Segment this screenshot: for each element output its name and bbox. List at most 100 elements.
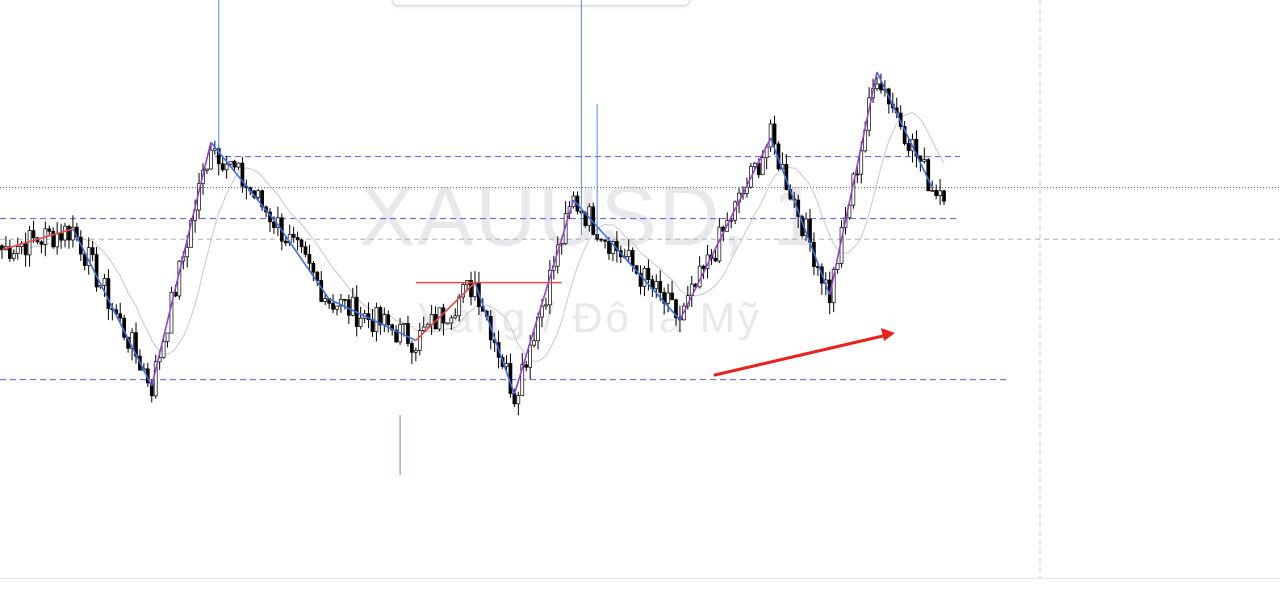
candle-body (544, 304, 548, 307)
trend-arrow-head (881, 328, 895, 341)
candle-body (90, 247, 95, 255)
candle-body (39, 241, 44, 245)
candle-body (417, 330, 422, 351)
candle-body (311, 263, 316, 273)
candle-body (378, 307, 383, 326)
candle-body (386, 314, 391, 326)
candle-body (11, 253, 16, 259)
candle-body (906, 143, 911, 152)
candle-body (410, 343, 414, 353)
candle-body (607, 240, 611, 254)
candle-body (256, 190, 261, 198)
zigzag-segment (72, 228, 153, 387)
candle-body (670, 292, 674, 301)
candle-body (713, 257, 718, 262)
candle-body (283, 240, 288, 244)
candle-body (646, 267, 651, 280)
candle-body (674, 299, 678, 319)
candle-body (315, 271, 320, 281)
candle-body (63, 225, 67, 241)
candle-body (512, 393, 517, 405)
zigzag-segment (328, 298, 417, 342)
candle-body (768, 123, 773, 148)
zigzag-segment (769, 137, 831, 296)
candle-body (8, 246, 12, 259)
candle-body (31, 230, 36, 239)
candle-body (205, 168, 209, 171)
candle-body (232, 160, 237, 168)
candle-body (307, 254, 312, 264)
candle-body (461, 284, 465, 298)
candle-body (106, 278, 111, 309)
candle-body (658, 281, 663, 293)
candle-body (23, 243, 28, 256)
candle-body (638, 272, 643, 287)
candle-body (15, 246, 20, 254)
candle-body (603, 239, 607, 242)
zigzag-segment (277, 224, 330, 300)
candle-body (272, 221, 276, 228)
candle-body (666, 292, 670, 304)
candle-body (406, 323, 410, 344)
candle-body (67, 225, 71, 241)
candle-body (343, 299, 347, 301)
candle-body (295, 236, 300, 241)
candle-body (425, 323, 430, 328)
candle-body (165, 332, 170, 342)
candle-body (161, 341, 166, 359)
candle-body (55, 233, 60, 248)
candle-body (291, 233, 296, 238)
candle-body (402, 323, 406, 325)
candle-body (429, 313, 434, 325)
candle-body (224, 163, 229, 171)
zigzag-segment (1, 228, 74, 251)
candle-body (934, 190, 938, 196)
time-axis-bar (0, 578, 1280, 594)
candle-body (374, 307, 379, 333)
candle-body (299, 239, 304, 248)
candle-body (449, 317, 454, 324)
candle-body (260, 190, 264, 208)
candle-body (27, 230, 32, 256)
candle-body (548, 269, 552, 306)
candle-body (390, 324, 395, 331)
candle-body (516, 395, 521, 405)
candle-body (453, 315, 458, 319)
candle-body (335, 305, 339, 310)
candle-body (879, 83, 883, 91)
candle-body (626, 250, 631, 257)
candle-body (520, 364, 525, 396)
candle-body (701, 265, 706, 269)
candle-body (930, 190, 935, 192)
candle-body (760, 157, 765, 176)
candle-body (323, 298, 328, 302)
zigzag-segment (572, 199, 681, 321)
candle-body (524, 364, 529, 368)
trend-arrow-shaft (713, 333, 889, 377)
zigzag-segment (828, 71, 878, 296)
zigzag-segment (210, 141, 279, 226)
candle-body (59, 233, 63, 241)
candle-body (350, 296, 355, 316)
candle-body (528, 344, 533, 368)
zigzag-segment (150, 142, 212, 387)
candle-body (319, 280, 324, 302)
candle-body (421, 326, 426, 331)
candle-body (394, 329, 398, 343)
candle-body (859, 150, 864, 175)
candle-body (303, 246, 308, 255)
candle-body (0, 245, 4, 251)
zigzag-segment (513, 199, 575, 395)
candle-body (942, 190, 946, 202)
candle-body (654, 281, 659, 290)
candle-body (532, 340, 536, 346)
candle-body (185, 246, 190, 258)
candle-body (118, 313, 123, 319)
candle-body (228, 160, 233, 165)
candle-body (445, 322, 450, 325)
candle-body (772, 123, 777, 145)
candle-body (47, 228, 52, 232)
zigzag-segment (474, 282, 516, 395)
